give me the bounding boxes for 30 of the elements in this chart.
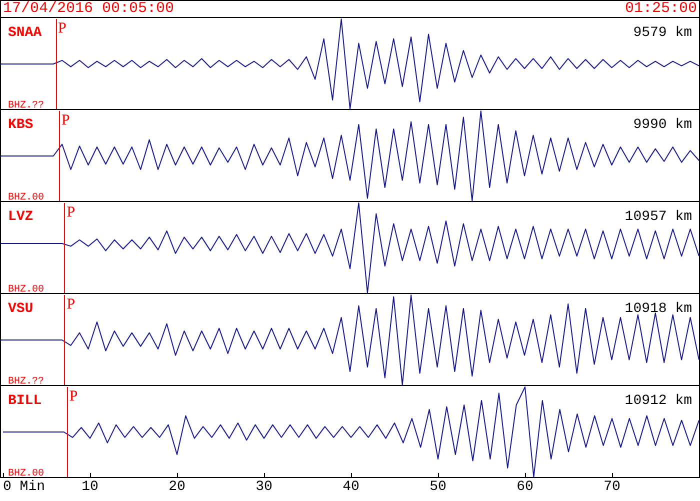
x-tick-label: 70 xyxy=(604,479,620,495)
annotation: BHZ.00 xyxy=(8,468,44,480)
chart-title: BILL xyxy=(8,393,42,409)
chart-title: VSU xyxy=(8,301,34,317)
x-tick-label: 30 xyxy=(256,479,272,495)
annotation: BHZ.00 xyxy=(8,192,44,204)
chart-subtitle: 9990 km xyxy=(633,117,692,133)
text: 01:25:00 xyxy=(624,0,697,17)
annotation: BHZ.?? xyxy=(8,100,44,112)
chart-subtitle: 9579 km xyxy=(633,25,692,41)
annotation: BHZ.?? xyxy=(8,376,44,388)
chart-subtitle: 10912 km xyxy=(624,393,692,409)
x-tick-label: 0 Min xyxy=(3,479,46,495)
chart-title: SNAA xyxy=(8,25,42,41)
ref-line-label: P xyxy=(61,112,70,128)
x-tick-label: 40 xyxy=(342,479,360,495)
chart-title: LVZ xyxy=(8,209,34,225)
text: 17/04/2016 00:05:00 xyxy=(3,0,174,17)
chart-title: KBS xyxy=(8,117,34,133)
x-tick-label: 10 xyxy=(82,479,98,495)
x-tick-label: 20 xyxy=(168,479,186,495)
annotation: BHZ.00 xyxy=(8,284,44,296)
ref-line-label: P xyxy=(66,204,76,220)
chart-subtitle: 10918 km xyxy=(624,301,692,317)
x-tick-label: 50 xyxy=(430,479,446,495)
ref-line-label: P xyxy=(66,296,76,312)
ref-line-label: P xyxy=(69,388,78,404)
x-tick-label: 60 xyxy=(516,479,534,495)
ref-line-label: P xyxy=(58,20,66,36)
chart-subtitle: 10957 km xyxy=(624,209,692,225)
